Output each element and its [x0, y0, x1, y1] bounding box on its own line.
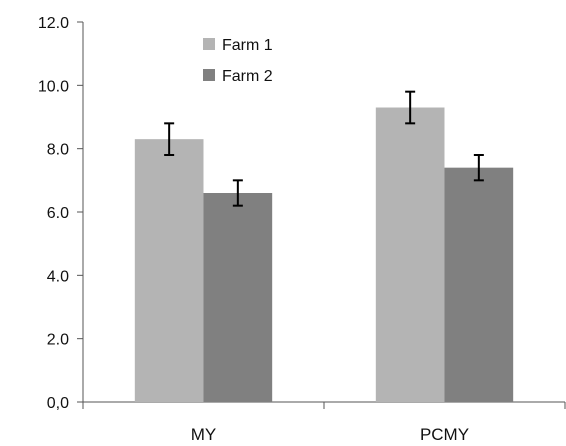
bar [203, 193, 273, 402]
legend-swatch [203, 69, 215, 81]
y-tick-label: 12.0 [38, 15, 69, 32]
category-label: MY [191, 425, 217, 444]
y-tick-label: 10.0 [38, 78, 69, 95]
y-tick-label: 6.0 [47, 205, 69, 222]
legend-label: Farm 1 [222, 37, 273, 54]
category-label: PCMY [420, 425, 469, 444]
bar [375, 107, 445, 402]
bar [134, 139, 204, 402]
y-tick-label: 2.0 [47, 332, 69, 349]
y-tick-label: 8.0 [47, 142, 69, 159]
legend-label: Farm 2 [222, 68, 273, 85]
legend-swatch [203, 38, 215, 50]
y-tick-label: 0,0 [47, 395, 69, 412]
y-tick-label: 4.0 [47, 268, 69, 285]
bar [444, 167, 514, 402]
